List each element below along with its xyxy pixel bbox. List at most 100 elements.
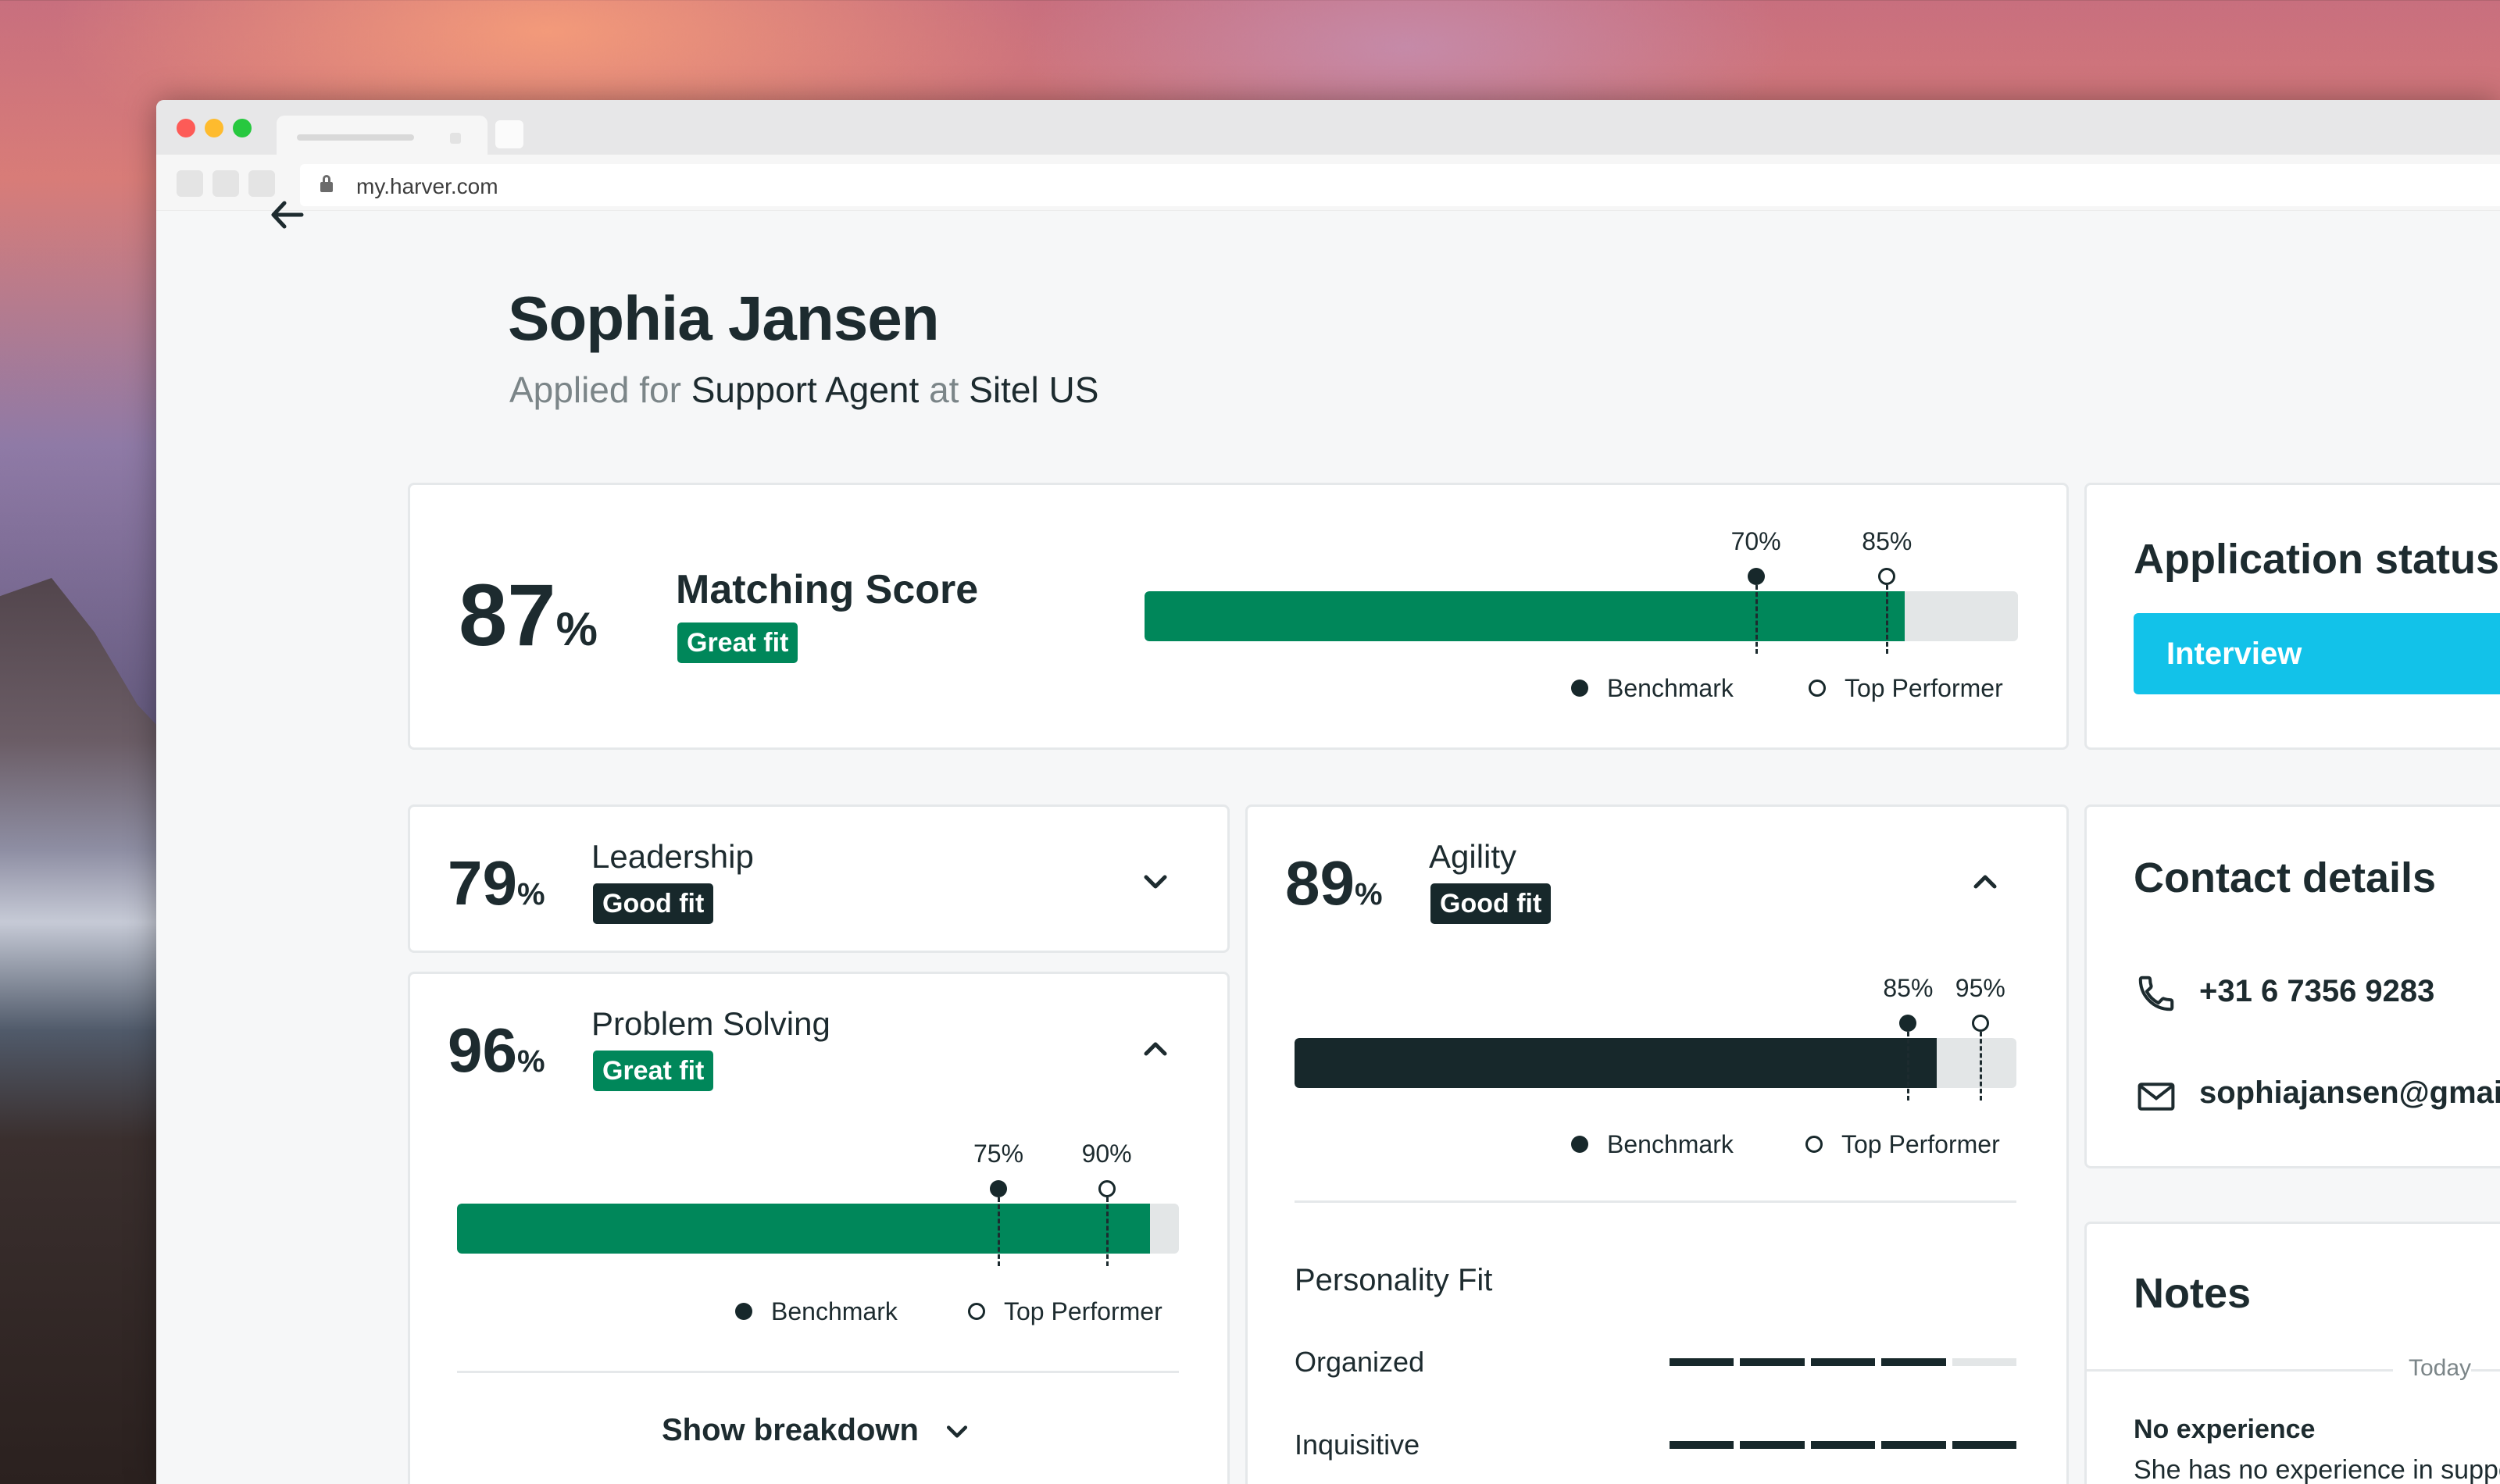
trait-segment xyxy=(1952,1441,2017,1449)
trait-segment xyxy=(1670,1358,1734,1366)
agility-card: 89% Agility Good fit 85% 95% Benchmark T… xyxy=(1245,804,2069,1484)
matching-score-fill xyxy=(1145,591,1905,641)
top-performer-value-label: 90% xyxy=(1081,1140,1132,1168)
benchmark-legend-icon xyxy=(1571,679,1588,697)
trait-bar-inquisitive xyxy=(1670,1441,2017,1449)
top-performer-marker xyxy=(1878,568,1896,585)
browser-titlebar xyxy=(156,100,2500,155)
matching-score-value: 87% xyxy=(459,566,598,664)
applied-for-line: Applied for Support Agent at Sitel US xyxy=(509,369,1098,411)
contact-email[interactable]: sophiajansen@gmail.com xyxy=(2199,1076,2500,1110)
agility-title: Agility xyxy=(1429,838,1517,875)
trait-segment xyxy=(1810,1441,1876,1449)
trait-segment xyxy=(1881,1358,1946,1366)
legend-top-performer: Top Performer xyxy=(968,1297,1162,1326)
benchmark-value-label: 75% xyxy=(973,1140,1024,1168)
problem-solving-card: 96% Problem Solving Great fit 75% 90% Be… xyxy=(408,972,1230,1484)
note-body: She has no experience in support xyxy=(2134,1455,2500,1484)
back-nav-button[interactable] xyxy=(177,170,203,197)
matching-score-bar xyxy=(1145,591,2018,641)
contact-details-title: Contact details xyxy=(2134,854,2437,901)
phone-icon xyxy=(2138,976,2174,1011)
benchmark-legend-icon xyxy=(735,1302,752,1320)
top-performer-line xyxy=(1979,1032,1982,1101)
browser-toolbar: my.harver.com xyxy=(156,155,2500,211)
contact-phone[interactable]: +31 6 7356 9283 xyxy=(2199,974,2435,1008)
divider xyxy=(457,1371,1179,1373)
fit-badge: Great fit xyxy=(677,622,798,663)
top-performer-value-label: 85% xyxy=(1862,527,1912,555)
legend-top-performer: Top Performer xyxy=(1805,1130,2000,1159)
top-performer-line xyxy=(1886,585,1889,654)
application-status-card: Application status Interview xyxy=(2084,483,2500,750)
new-tab-button[interactable] xyxy=(495,120,523,148)
trait-bar-organized xyxy=(1670,1358,2017,1366)
trait-segment xyxy=(1670,1441,1734,1449)
top-performer-line xyxy=(1105,1197,1109,1266)
note-date: Today xyxy=(2393,1355,2472,1382)
forward-nav-button[interactable] xyxy=(212,170,239,197)
trait-segment xyxy=(1952,1358,2017,1366)
legend-benchmark: Benchmark xyxy=(1571,674,1734,703)
benchmark-line xyxy=(1755,585,1758,654)
close-window-button[interactable] xyxy=(177,119,195,137)
notes-card: Notes Today No experience She has no exp… xyxy=(2084,1222,2500,1484)
minimize-window-button[interactable] xyxy=(205,119,223,137)
chevron-down-icon xyxy=(947,1425,968,1439)
benchmark-line xyxy=(1907,1032,1910,1101)
top-performer-marker xyxy=(1098,1180,1116,1197)
divider xyxy=(1295,1200,2016,1203)
agility-score: 89% xyxy=(1285,848,1383,918)
benchmark-marker xyxy=(1747,568,1765,585)
trait-label-organized: Organized xyxy=(1295,1346,1425,1378)
tab-title-placeholder xyxy=(297,134,414,141)
address-bar[interactable]: my.harver.com xyxy=(300,164,2500,206)
note-title: No experience xyxy=(2134,1414,2316,1444)
benchmark-marker xyxy=(1899,1015,1917,1032)
top-performer-value-label: 95% xyxy=(1955,974,2005,1002)
url-text: my.harver.com xyxy=(356,174,498,198)
matching-score-title: Matching Score xyxy=(676,567,979,612)
leadership-card[interactable]: 79% Leadership Good fit xyxy=(408,804,1230,953)
legend-benchmark: Benchmark xyxy=(1571,1130,1734,1159)
matching-score-card: 87% Matching Score Great fit 70% 85% Ben… xyxy=(408,483,2069,750)
desktop-wallpaper-mountain xyxy=(0,578,172,1484)
notes-divider xyxy=(2087,1369,2500,1372)
top-performer-legend-icon xyxy=(1805,1135,1823,1153)
tab-close-icon[interactable] xyxy=(450,133,461,144)
legend-top-performer: Top Performer xyxy=(1809,674,2003,703)
legend-benchmark: Benchmark xyxy=(735,1297,898,1326)
trait-label-inquisitive: Inquisitive xyxy=(1295,1429,1420,1461)
maximize-window-button[interactable] xyxy=(233,119,252,137)
chevron-up-icon[interactable] xyxy=(1970,866,2001,897)
candidate-name: Sophia Jansen xyxy=(508,284,940,353)
status-interview-button[interactable]: Interview xyxy=(2134,613,2500,694)
leadership-badge: Good fit xyxy=(593,883,714,924)
application-status-title: Application status xyxy=(2134,536,2500,583)
leadership-score: 79% xyxy=(448,848,545,918)
top-performer-legend-icon xyxy=(968,1302,985,1320)
leadership-title: Leadership xyxy=(591,838,754,875)
problem-solving-bar xyxy=(457,1204,1179,1254)
show-breakdown-button[interactable]: Show breakdown xyxy=(662,1413,971,1448)
reload-button[interactable] xyxy=(248,170,275,197)
personality-fit-title: Personality Fit xyxy=(1295,1263,1493,1297)
company-name: Sitel US xyxy=(969,369,1099,410)
agility-fill xyxy=(1295,1038,1938,1088)
problem-solving-fill xyxy=(457,1204,1151,1254)
problem-solving-badge: Great fit xyxy=(593,1051,714,1091)
back-arrow-icon[interactable] xyxy=(267,195,306,234)
agility-badge: Good fit xyxy=(1430,883,1552,924)
applied-prefix: Applied for xyxy=(509,369,681,410)
applied-at: at xyxy=(929,369,959,410)
trait-segment xyxy=(1810,1358,1876,1366)
top-performer-marker xyxy=(1971,1015,1989,1032)
contact-details-card: Contact details +31 6 7356 9283 sophiaja… xyxy=(2084,804,2500,1168)
benchmark-value-label: 70% xyxy=(1730,527,1781,555)
trait-segment xyxy=(1740,1441,1805,1449)
mail-icon xyxy=(2138,1083,2175,1111)
browser-tab[interactable] xyxy=(277,116,488,155)
chevron-up-icon[interactable] xyxy=(1140,1033,1171,1065)
agility-bar xyxy=(1295,1038,2016,1088)
chevron-down-icon[interactable] xyxy=(1140,866,1171,897)
